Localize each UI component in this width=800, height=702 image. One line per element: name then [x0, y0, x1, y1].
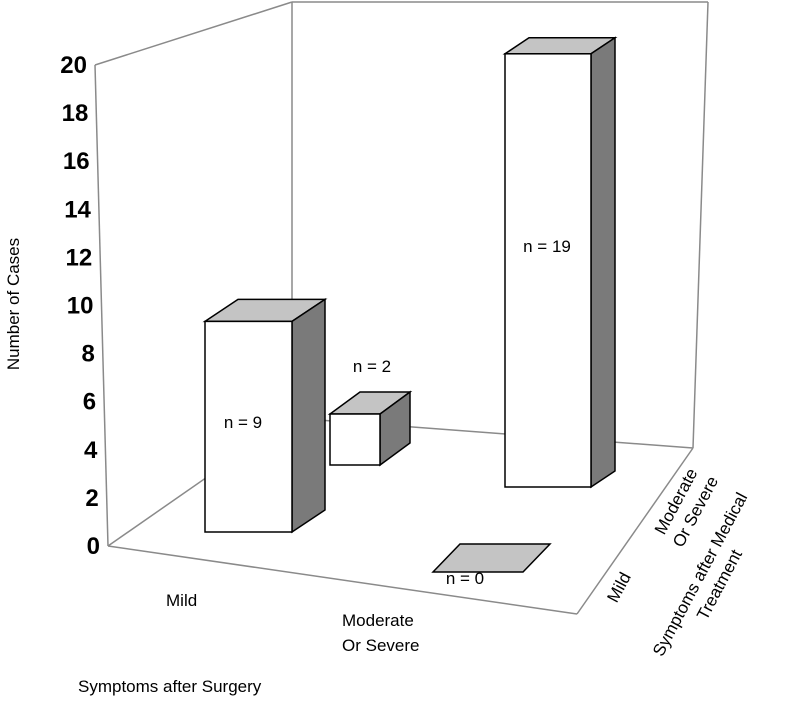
y-tick-label: 6	[83, 389, 96, 416]
floor-right-edge	[576, 447, 694, 615]
y-axis-ticks: 0 2 4 6 8 10 12 14 16 18 20	[60, 52, 100, 560]
bar-side-face	[291, 297, 326, 534]
bar	[502, 36, 618, 489]
bar-data-label: n = 9	[224, 413, 262, 432]
chart-frame	[94, 1, 709, 615]
left-wall-front-edge	[94, 64, 109, 547]
bars: n = 9 n = 2 n = 0 n = 19	[202, 36, 618, 588]
bar-data-label: n = 0	[446, 569, 484, 588]
x-category-mild: Mild	[166, 591, 197, 610]
x-axis-title: Symptoms after Surgery	[78, 677, 262, 696]
back-wall-right-edge	[692, 1, 709, 449]
bar-data-label: n = 2	[353, 357, 391, 376]
x-category-moderate-or-severe: Moderate Or Severe	[342, 611, 419, 655]
bar	[327, 390, 413, 467]
left-wall-top-edge	[94, 1, 293, 66]
y-tick-label: 14	[64, 196, 91, 223]
x-category-moderate-line-1: Moderate	[342, 611, 414, 630]
bar-data-label: n = 19	[523, 237, 571, 256]
bar-top-face	[431, 543, 552, 573]
y-tick-label: 16	[63, 148, 90, 175]
floor-front-edge	[107, 545, 578, 615]
bar-front-face	[329, 413, 381, 466]
y-tick-label: 18	[62, 100, 89, 127]
bar-front-face	[204, 320, 293, 533]
bar	[431, 543, 552, 573]
y-tick-label: 4	[84, 437, 98, 464]
y-tick-label: 10	[67, 293, 94, 320]
y-tick-label: 0	[87, 533, 100, 560]
bar-side-face	[590, 36, 616, 489]
z-category-mild: Mild	[603, 569, 634, 605]
y-axis-title: Number of Cases	[4, 238, 23, 370]
x-category-moderate-line-2: Or Severe	[342, 636, 419, 655]
y-tick-label: 12	[65, 244, 92, 271]
y-tick-label: 20	[60, 52, 87, 79]
y-tick-label: 8	[81, 341, 94, 368]
bar	[202, 297, 328, 534]
y-tick-label: 2	[85, 485, 98, 512]
bar-front-face	[504, 53, 592, 488]
